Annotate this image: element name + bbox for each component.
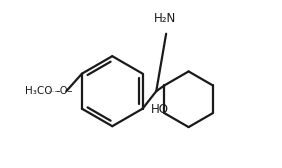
Text: –O–: –O–: [56, 86, 73, 96]
Text: H₃CO: H₃CO: [25, 86, 52, 96]
Text: HO: HO: [151, 103, 169, 116]
Text: methoxy: methoxy: [55, 91, 61, 92]
Text: methoxy: methoxy: [49, 91, 55, 92]
Text: H₂N: H₂N: [154, 12, 176, 25]
